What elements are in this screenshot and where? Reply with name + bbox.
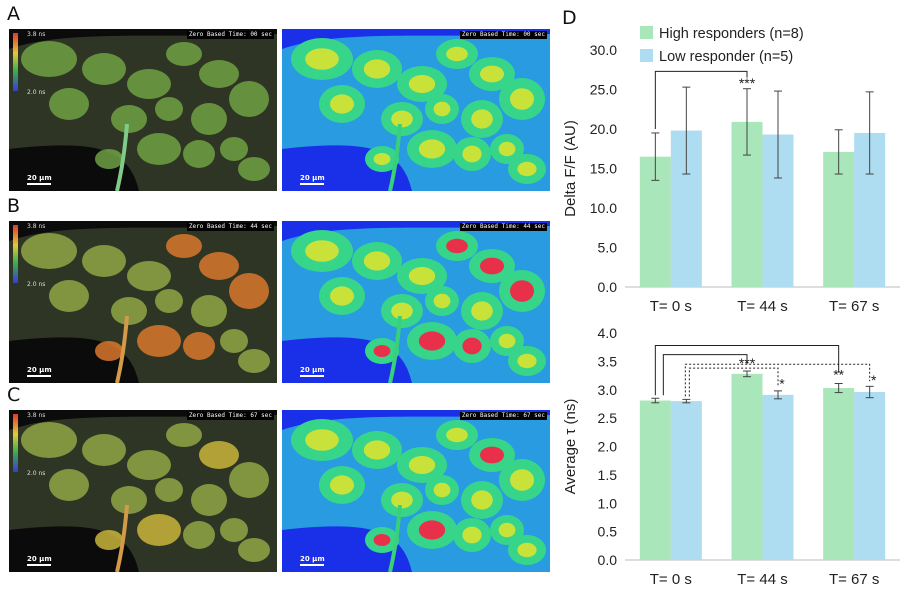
colorbar-max-label: 3.8 ns <box>27 412 46 419</box>
bar <box>639 400 671 560</box>
colorbar-min-label: 2.0 ns <box>27 281 46 288</box>
scale-bar: 20 µm <box>300 555 325 566</box>
y-tick-label: 0.0 <box>598 552 618 568</box>
y-tick-label: 30.0 <box>590 42 617 58</box>
x-tick-label: T= 67 s <box>829 571 879 588</box>
colorbar-max-label: 3.8 ns <box>27 31 46 38</box>
time-stamp: Zero Based Time: 44 sec <box>186 223 274 231</box>
y-tick-label: 20.0 <box>590 121 617 137</box>
significance-marker: ** <box>833 367 844 383</box>
fluorescence-image-1: 3.8 ns 2.0 ns Zero Based Time: 44 sec 20 µm <box>9 221 277 383</box>
fluorescence-image-0: 3.8 ns 2.0 ns Zero Based Time: 00 sec 20 µm <box>9 29 277 191</box>
legend-swatch <box>640 26 653 39</box>
x-tick-label: T= 67 s <box>829 298 879 315</box>
y-tick-label: 1.0 <box>598 495 618 511</box>
legend-label: Low responder (n=5) <box>659 49 793 65</box>
x-tick-label: T= 0 s <box>650 298 692 315</box>
y-tick-label: 2.0 <box>598 439 618 455</box>
y-tick-label: 1.5 <box>598 467 618 483</box>
significance-bracket <box>662 354 748 396</box>
panel-label-a: A <box>7 3 20 25</box>
legend-label: High responders (n=8) <box>659 26 804 42</box>
time-stamp: Zero Based Time: 67 sec <box>186 412 274 420</box>
tau-chart: Average τ (ns) 0.0 0.5 1.0 1.5 2.0 2.5 3.0 3.5 4.… <box>555 322 915 603</box>
bar <box>854 392 886 560</box>
y-tick-label: 3.0 <box>598 382 618 398</box>
y-tick-label: 0.5 <box>598 524 618 540</box>
fluorescence-image-2: 3.8 ns 2.0 ns Zero Based Time: 67 sec 20 µm <box>9 410 277 572</box>
panel-label-b: B <box>7 195 21 217</box>
colorbar-min-label: 2.0 ns <box>27 470 46 477</box>
colorbar-min-label: 2.0 ns <box>27 89 46 96</box>
y-tick-label: 0.0 <box>598 279 618 295</box>
delta-f-svg: Delta F/F (AU) 0.0 5.0 10.0 15.0 20.0 25.0 30.0… <box>562 26 900 315</box>
colorbar-max-label: 3.8 ns <box>27 223 46 230</box>
time-stamp: Zero Based Time: 67 sec <box>459 412 547 420</box>
panel-label-c: C <box>7 384 21 406</box>
significance-bracket <box>654 70 748 129</box>
time-stamp: Zero Based Time: 44 sec <box>459 223 547 231</box>
significance-marker: * <box>871 372 877 388</box>
scale-bar: 20 µm <box>300 366 325 377</box>
x-tick-label: T= 44 s <box>737 571 787 588</box>
y-tick-label: 15.0 <box>590 161 617 177</box>
y-axis-label: Delta F/F (AU) <box>562 120 579 217</box>
y-tick-label: 4.0 <box>598 325 618 341</box>
scale-bar: 20 µm <box>27 555 52 566</box>
scale-bar: 20 µm <box>300 174 325 185</box>
y-tick-label: 5.0 <box>598 240 618 256</box>
y-tick-label: 3.5 <box>598 353 618 369</box>
x-tick-label: T= 0 s <box>650 571 692 588</box>
pseudocolor-image-2: Zero Based Time: 67 sec 20 µm <box>282 410 550 572</box>
significance-marker: * <box>779 376 785 392</box>
pseudocolor-image-1: Zero Based Time: 44 sec 20 µm <box>282 221 550 383</box>
time-stamp: Zero Based Time: 00 sec <box>459 31 547 39</box>
legend-swatch <box>640 49 653 62</box>
tau-svg: Average τ (ns) 0.0 0.5 1.0 1.5 2.0 2.5 3.0 3.5 4.… <box>562 325 900 588</box>
scale-bar: 20 µm <box>27 174 52 185</box>
scale-bar: 20 µm <box>27 366 52 377</box>
pseudocolor-image-0: Zero Based Time: 00 sec 20 µm <box>282 29 550 191</box>
bar <box>670 401 702 560</box>
significance-marker: *** <box>739 355 756 371</box>
significance-bracket <box>654 344 840 396</box>
y-axis-label: Average τ (ns) <box>562 399 579 495</box>
significance-marker: *** <box>739 75 756 91</box>
significance-bracket <box>688 367 779 397</box>
time-stamp: Zero Based Time: 00 sec <box>186 31 274 39</box>
y-tick-label: 25.0 <box>590 82 617 98</box>
y-tick-label: 10.0 <box>590 200 617 216</box>
panel-label-d: D <box>562 7 577 29</box>
y-tick-label: 2.5 <box>598 410 618 426</box>
bar <box>731 373 763 560</box>
delta-f-chart: Delta F/F (AU) 0.0 5.0 10.0 15.0 20.0 25.0 30.0… <box>555 20 915 325</box>
bar <box>762 394 794 560</box>
bar <box>823 388 855 560</box>
x-tick-label: T= 44 s <box>737 298 787 315</box>
significance-bracket <box>684 363 871 397</box>
